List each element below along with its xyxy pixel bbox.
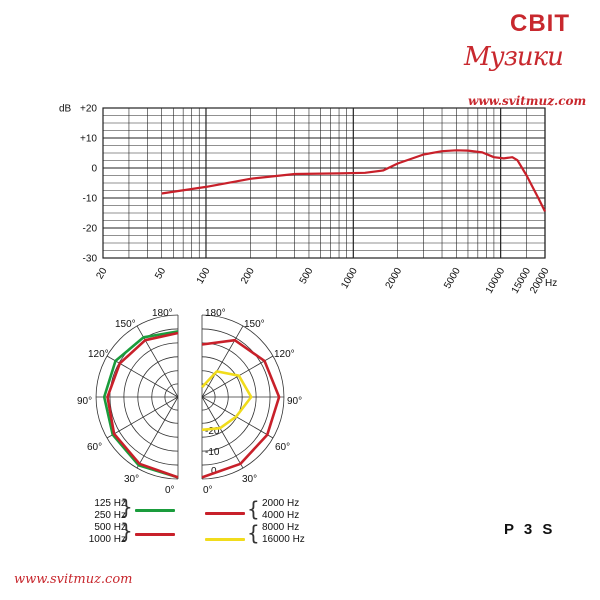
polar-angle-label: 0° <box>203 485 213 496</box>
legend-label: 8000 Hz <box>262 522 300 533</box>
model-name: P 3 S <box>504 521 556 538</box>
polar-angle-label: 30° <box>124 474 139 485</box>
y-tick-label: -10 <box>83 194 98 205</box>
site-url-bottom[interactable]: www.svitmuz.com <box>14 572 133 587</box>
site-url-top[interactable]: www.svitmuz.com <box>468 94 587 108</box>
polar-angle-label: 180° <box>205 308 226 319</box>
polar-angle-label: 150° <box>244 319 265 330</box>
logo-script: Музики <box>464 42 564 72</box>
x-tick-label: 50 <box>153 266 168 282</box>
polar-angle-label: 180° <box>152 308 173 319</box>
polar-angle-label: 90° <box>287 396 302 407</box>
legend-swatch-red <box>135 533 175 536</box>
legend-label: 2000 Hz <box>262 498 300 509</box>
y-axis-unit-label: dB <box>59 104 72 115</box>
polar-curve-left <box>106 331 179 479</box>
polar-spoke <box>106 355 179 398</box>
polar-angle-label: 30° <box>242 474 257 485</box>
polar-radial-label: -20 <box>205 426 220 437</box>
polar-curve-right <box>201 370 253 432</box>
x-tick-label: 20 <box>95 266 110 282</box>
x-tick-label: 10000 <box>484 266 508 296</box>
y-tick-label: +10 <box>80 134 97 145</box>
legend-brace: { <box>247 497 260 521</box>
y-tick-label: -20 <box>83 224 98 235</box>
x-axis-unit-label: Hz <box>545 278 557 289</box>
polar-radial-label: -10 <box>205 447 220 458</box>
chart-frame <box>102 107 546 259</box>
polar-curve-left <box>102 330 179 479</box>
polar-angle-label: 120° <box>274 349 295 360</box>
polar-spoke <box>201 396 244 469</box>
legend-swatch-red <box>205 512 245 515</box>
polar-spoke <box>201 396 274 439</box>
legend-brace: } <box>120 495 133 519</box>
x-tick-label: 100 <box>195 266 213 286</box>
x-tick-label: 500 <box>298 266 316 286</box>
svit-muzyky-logo: СВІТ Музики <box>458 8 598 90</box>
polar-angle-label: 0° <box>165 485 175 496</box>
polar-angle-label: 60° <box>275 442 290 453</box>
polar-angle-label: 90° <box>77 396 92 407</box>
legend-label: 500 Hz <box>94 522 126 533</box>
legend-label: 16000 Hz <box>262 534 305 545</box>
legend-label: 250 Hz <box>94 510 126 521</box>
polar-angle-label: 120° <box>88 349 109 360</box>
x-tick-label: 1000 <box>339 266 360 291</box>
polar-angle-label: 150° <box>115 319 136 330</box>
legend-swatch-green <box>135 509 175 512</box>
polar-grid <box>95 314 285 480</box>
polar-radial-label: 0 <box>211 466 217 477</box>
frequency-response-curve <box>161 149 546 212</box>
polar-spoke <box>136 396 179 469</box>
polar-angle-label: 60° <box>87 442 102 453</box>
x-tick-label: 5000 <box>442 266 463 291</box>
y-tick-label: -30 <box>83 254 98 265</box>
y-tick-label: +20 <box>80 104 97 115</box>
legend-brace: } <box>120 519 133 543</box>
y-tick-label: 0 <box>91 164 97 175</box>
legend-brace: { <box>247 521 260 545</box>
chart-grid <box>102 107 546 259</box>
x-tick-label: 200 <box>239 266 257 286</box>
logo-title: СВІТ <box>510 10 570 37</box>
polar-curve-right <box>201 338 281 479</box>
legend-label: 4000 Hz <box>262 510 300 521</box>
legend-swatch-yellow <box>205 538 245 541</box>
legend-label: 125 Hz <box>94 498 126 509</box>
polar-spoke <box>106 396 179 439</box>
legend-label: 1000 Hz <box>88 534 126 545</box>
polar-spoke <box>201 325 244 398</box>
x-tick-label: 2000 <box>384 266 405 291</box>
